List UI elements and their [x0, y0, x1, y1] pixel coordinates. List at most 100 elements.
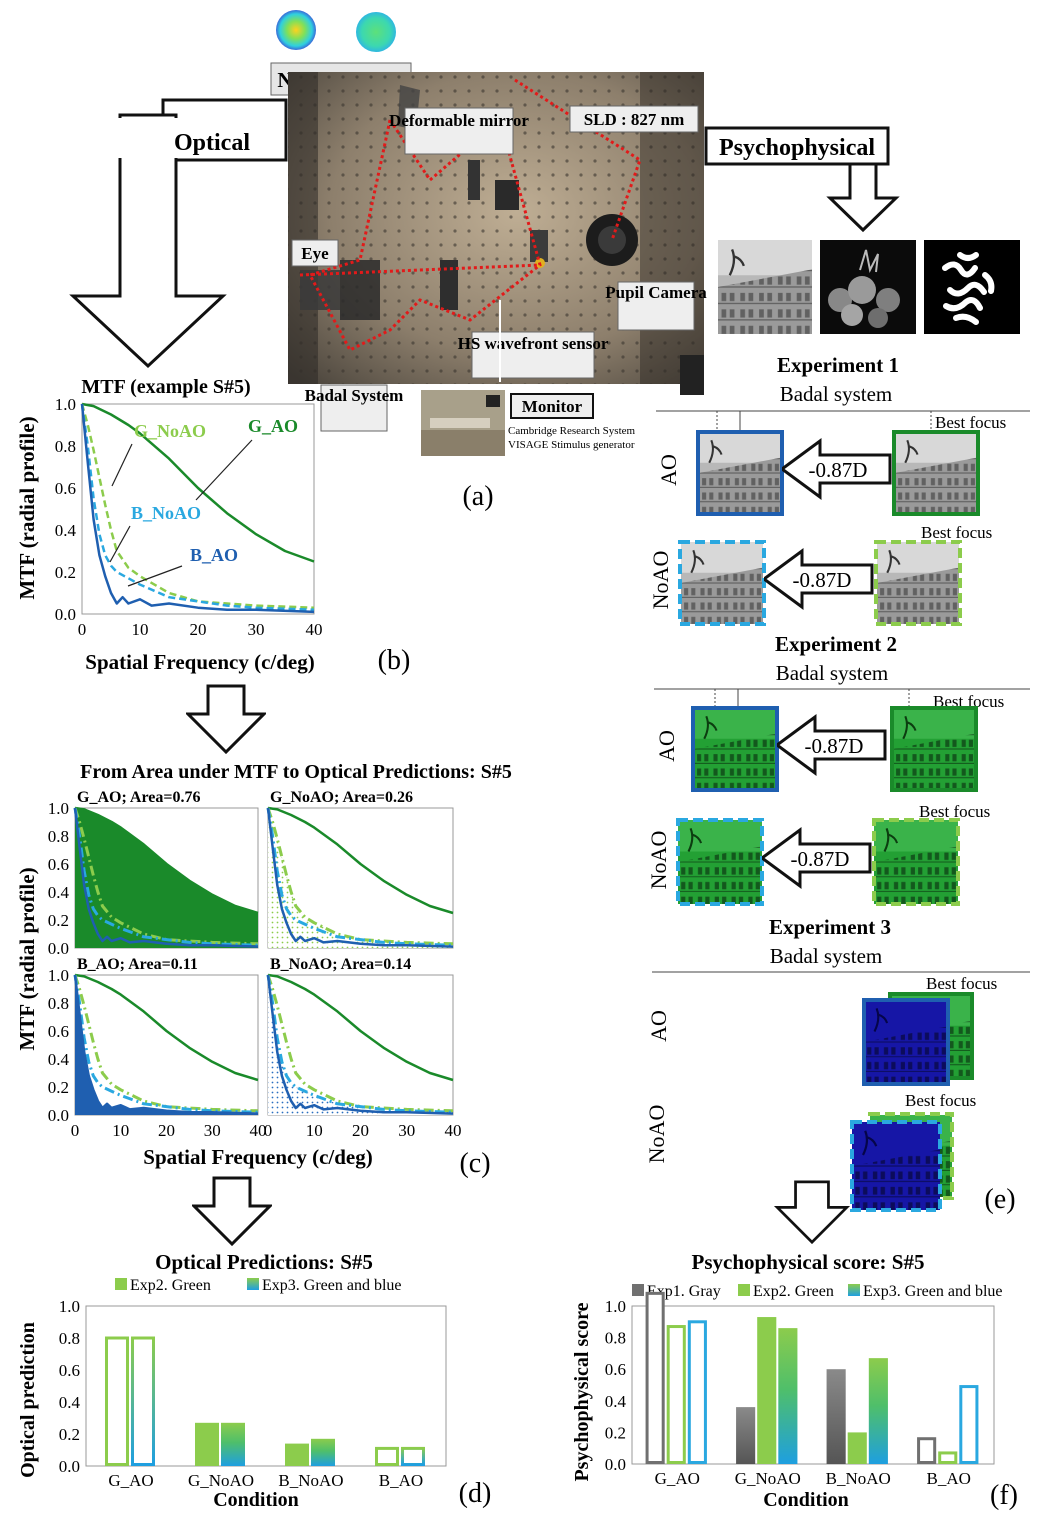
exp2-noao-focused-stimulus: [874, 820, 958, 904]
bar-g-ao-series2: [666, 1325, 686, 1465]
panel-f-ylabel: Psychophysical score: [571, 1302, 593, 1481]
x-tick-label: 30: [204, 1121, 221, 1140]
x-tick-label: 0: [264, 1121, 273, 1140]
x-tick-label: G_AO: [655, 1469, 700, 1488]
series-line-g-ao: [74, 806, 259, 915]
panel-a-letter: (a): [462, 481, 493, 512]
experiment-3-title: Experiment 3: [769, 915, 891, 939]
psychophysical-branch-arrow: Psychophysical: [704, 126, 900, 233]
subplot-title: G_NoAO; Area=0.26: [270, 789, 413, 806]
bar-g-ao-series1: [105, 1336, 129, 1466]
down-arrow-c-to-d: [192, 1176, 272, 1246]
exp3-ao-blue-stimulus: [864, 1000, 948, 1084]
bar-g-ao-series1: [645, 1291, 665, 1464]
subplot-title: G_AO; Area=0.76: [77, 789, 200, 806]
y-tick-label: 0.6: [55, 479, 76, 498]
exp1-ao-best-focus: Best focus: [935, 413, 1006, 432]
series-line-b-ao: [80, 403, 315, 614]
optical-prediction-bar-chart: 0.0 0.2 0.4 0.6 0.8 1.0 G_AO G_NoAO B_NoAO B_AO: [59, 1297, 447, 1490]
legend-f-exp3: Exp3. Green and blue: [863, 1283, 1003, 1300]
hs-sensor-label: HS wavefront sensor: [458, 334, 609, 353]
y-tick-label: 0.8: [48, 827, 69, 846]
badal-system-label: Badal System: [305, 386, 404, 405]
monitor-photo: [421, 390, 505, 456]
panel-d-xlabel: Condition: [213, 1489, 299, 1511]
series-line-b-ao: [73, 974, 259, 1115]
exp1-ao-defocus: -0.87D: [809, 458, 868, 482]
x-tick-label: 30: [398, 1121, 415, 1140]
x-tick-label: B_NoAO: [278, 1471, 343, 1490]
bar-b-noao-series2: [847, 1432, 867, 1464]
experiment-3-subtitle: Badal system: [770, 944, 883, 968]
series-line-g-noao: [266, 807, 454, 946]
legend-d-exp2: Exp2. Green: [130, 1277, 211, 1294]
series-line-b-noao: [73, 974, 259, 1114]
panel-c-ylabel: MTF (radial profile): [15, 867, 39, 1050]
y-tick-label: 0.4: [59, 1393, 81, 1412]
panel-d-title: Optical Predictions: S#5: [155, 1250, 373, 1274]
psychophysical-score-bar-chart: 0.0 0.2 0.4 0.6 0.8 1.0 G_AO G_NoAO B_NoAO B_AO: [605, 1291, 995, 1488]
x-tick-label: B_AO: [927, 1469, 971, 1488]
exp2-noao-defocus: -0.87D: [791, 847, 850, 871]
panel-c-xlabel: Spatial Frequency (c/deg): [143, 1145, 372, 1169]
y-tick-label: 0.0: [48, 939, 69, 958]
y-tick-label: 0.6: [48, 855, 69, 874]
experiment-3: Experiment 3 Badal system Best focus AO …: [644, 915, 1030, 1212]
panel-f-xlabel: Condition: [763, 1489, 849, 1511]
x-tick-label: 20: [158, 1121, 175, 1140]
y-tick-label: 0.0: [605, 1455, 626, 1474]
panel-c-title: From Area under MTF to Optical Predictio…: [80, 761, 512, 783]
x-tick-label: 40: [250, 1121, 267, 1140]
bar-b-noao-series3: [868, 1358, 888, 1464]
bar-b-noao-series2: [311, 1438, 335, 1466]
label-g-noao: G_NoAO: [134, 421, 206, 441]
series-line-g-ao: [267, 806, 454, 915]
bar-g-noao-series1: [195, 1422, 219, 1466]
subplot-1: 0.0 0.2 0.4 0.6 0.8 1.0 G_AO; Area=0.76: [48, 789, 259, 958]
bar-b-ao-series2: [401, 1446, 425, 1467]
panel-b-letter: (b): [378, 645, 411, 676]
y-tick-label: 0.8: [55, 437, 76, 456]
monitor-desc-line1: Cambridge Research System: [508, 425, 636, 437]
series-line-g-ao: [81, 402, 315, 563]
panel-a: NoAO AO Deformable mirror SL: [270, 10, 707, 512]
y-tick-label: 0.8: [605, 1329, 626, 1348]
x-tick-label: B_NoAO: [826, 1469, 891, 1488]
x-tick-label: 40: [306, 620, 323, 639]
x-tick-label: 10: [306, 1121, 323, 1140]
exp1-ao-label: AO: [656, 454, 681, 486]
x-tick-label: G_AO: [108, 1471, 153, 1490]
series-line-b-ao: [266, 807, 454, 948]
eye-label: Eye: [301, 244, 329, 263]
pupil-camera-label: Pupil Camera: [605, 283, 707, 302]
y-tick-label: 0.4: [48, 1050, 70, 1069]
area-fill-g_noao: [268, 808, 453, 948]
series-line-b-noao: [80, 403, 315, 612]
mtf-area-charts-c: 0.0 0.2 0.4 0.6 0.8 1.0 G_AO; Area=0.76 G_NoAO;…: [48, 789, 462, 1140]
y-tick-label: 0.4: [55, 521, 77, 540]
x-tick-label: B_AO: [379, 1471, 423, 1490]
bar-b-noao-series1: [285, 1443, 309, 1466]
panel-b-title: MTF (example S#5): [81, 376, 250, 398]
series-line-g-ao: [267, 973, 454, 1082]
mtf-b-series-labels: G_NoAO G_AO B_NoAO B_AO: [109, 416, 298, 587]
label-b-ao: B_AO: [190, 545, 238, 565]
y-tick-label: 0.0: [59, 1457, 80, 1476]
exp3-ao-label: AO: [646, 1010, 671, 1042]
y-tick-label: 0.0: [55, 605, 76, 624]
experiment-2: Experiment 2 Badal system Best focus AO …: [646, 632, 1030, 906]
label-b-noao: B_NoAO: [131, 503, 201, 523]
down-arrow-e-to-f: [775, 1180, 849, 1244]
y-tick-label: 1.0: [59, 1297, 80, 1316]
plot-frame: [81, 403, 315, 615]
plot-frame: [74, 974, 259, 1116]
y-tick-label: 1.0: [55, 395, 76, 414]
panel-f: Psychophysical score: S#5 Exp1. Gray Exp…: [571, 1250, 1018, 1511]
bar-b-noao-series1: [826, 1369, 846, 1464]
experiment-1-subtitle: Badal system: [780, 382, 893, 406]
x-tick-label: 10: [132, 620, 149, 639]
series-line-b-noao: [73, 807, 259, 947]
x-tick-label: G_NoAO: [188, 1471, 254, 1490]
series-line-b-noao: [266, 974, 454, 1114]
noao-wavefront-map: [276, 10, 316, 50]
